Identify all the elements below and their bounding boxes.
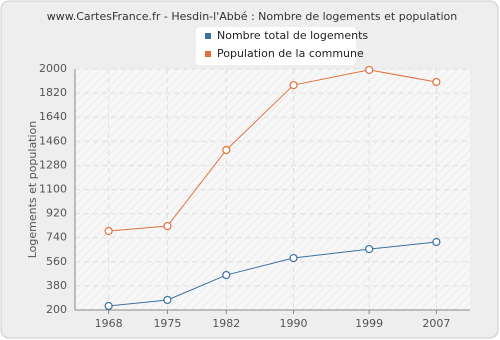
data-point	[163, 295, 172, 305]
data-point	[432, 77, 441, 87]
y-tick-label: 1640	[39, 110, 67, 123]
x-tick-label: 2007	[422, 317, 450, 330]
x-tick-label: 1990	[280, 317, 308, 330]
y-tick-label: 1460	[39, 134, 67, 147]
y-tick-label: 2000	[39, 62, 67, 75]
data-point	[289, 80, 298, 90]
data-point	[163, 221, 172, 231]
data-point	[104, 226, 113, 236]
series-line	[108, 69, 437, 232]
data-point	[365, 244, 374, 254]
data-point	[222, 145, 231, 155]
data-point	[365, 65, 374, 75]
x-tick-label: 1982	[212, 317, 240, 330]
legend-entry: Nombre total de logements	[217, 29, 368, 42]
y-tick-label: 560	[46, 255, 67, 268]
x-tick-label: 1968	[95, 317, 123, 330]
data-point	[432, 237, 441, 247]
x-tick-label: 1999	[355, 317, 383, 330]
y-tick-label: 1820	[39, 86, 67, 99]
y-tick-label: 920	[46, 207, 67, 220]
y-tick-label: 1280	[39, 158, 67, 171]
x-tick-label: 1975	[153, 317, 181, 330]
data-point	[289, 253, 298, 263]
chart-title: www.CartesFrance.fr - Hesdin-l'Abbé : No…	[47, 10, 458, 23]
legend-swatch	[205, 33, 211, 39]
y-axis-label: Logements et population	[26, 121, 39, 259]
legend-swatch	[205, 51, 211, 57]
y-tick-label: 1100	[39, 183, 67, 196]
y-tick-label: 740	[46, 231, 67, 244]
y-tick-label: 380	[46, 279, 67, 292]
data-point	[104, 301, 113, 311]
legend-box	[196, 27, 356, 65]
legend-entry: Population de la commune	[217, 47, 364, 60]
data-point	[222, 270, 231, 280]
y-tick-label: 200	[46, 303, 67, 316]
series-line	[108, 241, 437, 307]
